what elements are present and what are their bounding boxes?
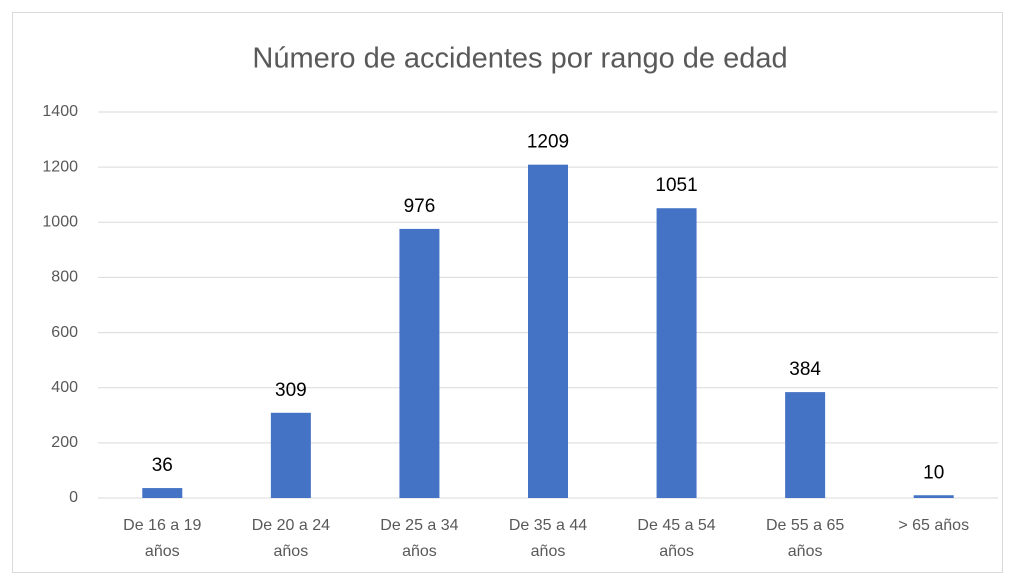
x-tick-label: De 35 a 44 años — [509, 517, 587, 560]
bar — [270, 412, 311, 498]
bar — [528, 164, 568, 498]
x-tick-label: De 25 a 34 años — [380, 517, 458, 560]
x-tick-label: De 16 a 19 años — [123, 517, 201, 560]
bar — [142, 488, 183, 498]
bar — [785, 392, 826, 498]
data-label: 1051 — [655, 175, 697, 196]
y-tick-label: 400 — [51, 379, 78, 396]
bar — [913, 495, 954, 498]
data-label: 1209 — [527, 132, 569, 153]
data-label: 36 — [152, 455, 173, 476]
y-tick-label: 600 — [51, 324, 78, 341]
x-tick-label: De 45 a 54 años — [637, 517, 715, 560]
chart-title: Número de accidentes por rango de edad — [252, 43, 787, 75]
chart-border — [12, 12, 1003, 573]
y-tick-label: 1400 — [42, 103, 78, 120]
bar — [399, 228, 440, 498]
bar — [656, 208, 697, 498]
y-tick-label: 1200 — [42, 158, 78, 175]
x-tick-label: De 20 a 24 años — [252, 517, 330, 560]
y-tick-label: 0 — [69, 489, 78, 506]
data-label: 976 — [404, 196, 436, 217]
data-label: 309 — [275, 380, 307, 401]
data-label: 10 — [923, 462, 944, 483]
x-tick-label: De 55 a 65 años — [766, 517, 844, 560]
x-tick-label: > 65 años — [898, 517, 969, 534]
y-tick-label: 1000 — [42, 214, 78, 231]
data-label: 384 — [789, 359, 821, 380]
y-tick-label: 800 — [51, 269, 78, 286]
y-tick-label: 200 — [51, 434, 78, 451]
